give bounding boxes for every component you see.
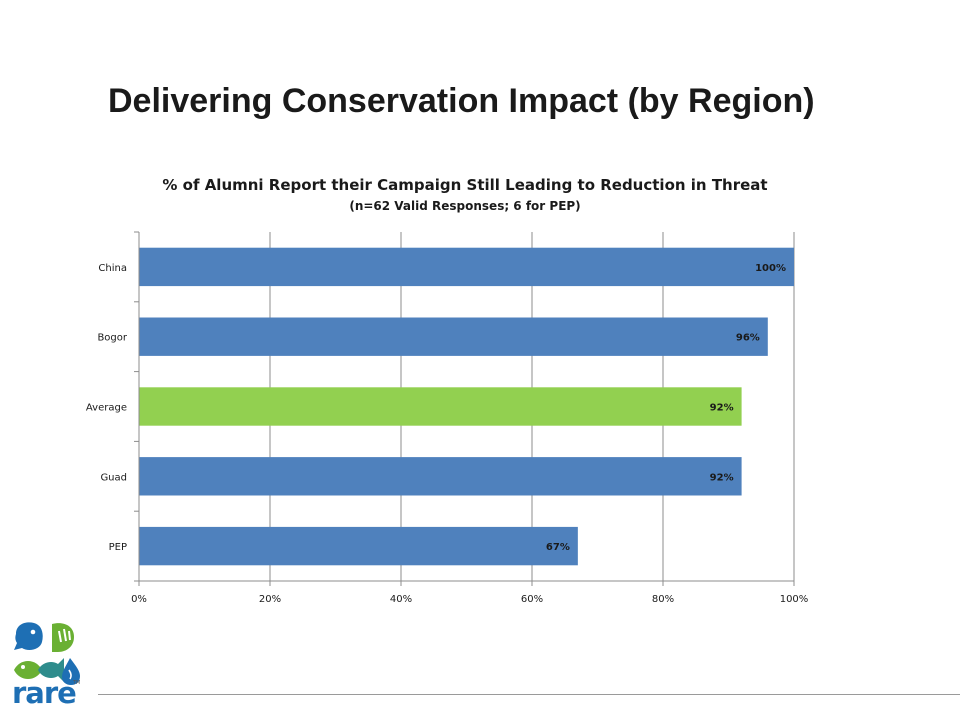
rare-logo-trademark: TM xyxy=(73,680,81,686)
category-label: Average xyxy=(86,403,127,414)
bar-average xyxy=(139,387,742,426)
bar-guad xyxy=(139,457,742,496)
bar-pep xyxy=(139,526,578,566)
rare-logo-wordmark: rare xyxy=(12,676,77,710)
bar-bogor xyxy=(139,317,768,356)
x-tick-label: 100% xyxy=(780,594,809,605)
category-label: Bogor xyxy=(97,333,127,344)
slide-title: Delivering Conservation Impact (by Regio… xyxy=(108,82,815,120)
chart-subtitle: (n=62 Valid Responses; 6 for PEP) xyxy=(349,199,581,213)
category-label: Guad xyxy=(100,472,127,483)
data-label: 92% xyxy=(710,403,734,414)
category-label: China xyxy=(98,263,127,274)
chart-bars: 100% 96% 92% 92% 67% xyxy=(139,247,794,566)
data-label: 67% xyxy=(546,542,570,553)
category-label: PEP xyxy=(109,542,127,553)
x-tick-label: 0% xyxy=(131,594,147,605)
x-tick-label: 80% xyxy=(652,594,674,605)
data-label: 92% xyxy=(710,472,734,483)
chart-title: % of Alumni Report their Campaign Still … xyxy=(162,176,768,194)
rare-logo-icon xyxy=(14,622,80,685)
bar-china xyxy=(139,247,794,287)
chart-axes: 0% 20% 40% 60% 80% 100% China Bogor Average Guad P… xyxy=(86,231,809,605)
footer-divider xyxy=(98,694,960,695)
x-tick-label: 40% xyxy=(390,594,412,605)
x-tick-label: 60% xyxy=(521,594,543,605)
data-label: 100% xyxy=(755,263,786,274)
x-tick-label: 20% xyxy=(259,594,281,605)
data-label: 96% xyxy=(736,333,760,344)
